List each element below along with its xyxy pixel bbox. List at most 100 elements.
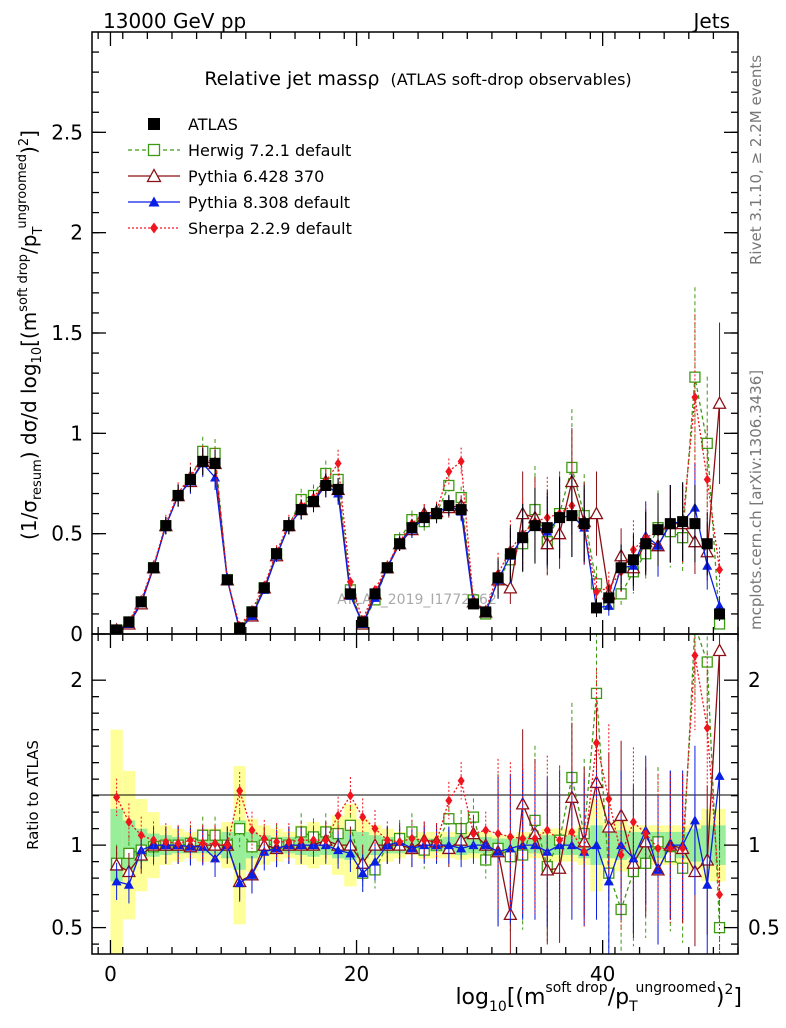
ratio-point	[408, 833, 416, 844]
ratio-point	[690, 621, 700, 631]
ratio-point	[703, 723, 711, 734]
ratio-point	[383, 835, 391, 846]
ratio-point	[605, 793, 613, 804]
series-line	[116, 397, 721, 630]
ratio-point	[111, 876, 122, 886]
ratio-y-tick-label-right: 0.5	[748, 916, 780, 940]
series-line	[116, 403, 721, 632]
series-sherpa	[113, 314, 724, 634]
ratio-series-herwig	[110, 621, 726, 954]
data-point	[148, 562, 160, 574]
ratio-point	[125, 817, 133, 828]
data-point	[703, 474, 711, 485]
ratio-point	[113, 792, 121, 803]
ratio-point	[566, 840, 577, 850]
ratio-point	[642, 828, 650, 839]
ratio-point	[691, 650, 699, 661]
data-point	[111, 624, 123, 634]
ratio-point	[137, 830, 145, 841]
data-point	[381, 562, 393, 574]
ratio-line	[116, 775, 721, 886]
ratio-point	[556, 835, 564, 846]
ratio-point	[689, 815, 700, 825]
ratio-point	[246, 841, 258, 853]
data-point	[592, 586, 600, 597]
ratio-point	[433, 836, 441, 847]
ratio-point	[211, 838, 219, 849]
data-point	[652, 524, 664, 536]
x-axis-label: log10[(msoft drop/pTungroomed)2]	[455, 980, 742, 1015]
data-point	[197, 455, 209, 467]
ratio-point	[506, 831, 514, 842]
data-point	[716, 564, 724, 575]
series-atlas	[111, 447, 726, 634]
ratio-y-tick-label: 0.5	[51, 916, 83, 940]
ratio-point	[679, 843, 687, 854]
data-point	[701, 538, 713, 550]
data-point	[334, 458, 342, 469]
axis-ticks: 00.511.522.50.5 0.51 12 20 20 40	[51, 32, 780, 986]
data-point	[589, 506, 604, 520]
legend-label: Pythia 8.308 default	[188, 193, 350, 212]
ratio-y-tick-label-right: 1	[748, 833, 761, 857]
data-point	[184, 473, 196, 485]
legend-label: Sherpa 2.2.9 default	[188, 219, 352, 238]
ratio-series-sherpa	[113, 634, 724, 954]
ratio-point	[223, 840, 231, 851]
ratio-point	[712, 643, 727, 657]
legend-marker	[148, 196, 160, 207]
legend-label: Pythia 6.428 370	[188, 167, 324, 186]
data-point	[172, 490, 184, 502]
ratio-series-pythia	[111, 701, 725, 954]
ratio-point	[702, 879, 713, 889]
header-process: Jets	[692, 9, 730, 33]
data-point	[307, 496, 319, 508]
legend-entry: Sherpa 2.2.9 default	[128, 219, 352, 238]
ratio-point	[420, 835, 428, 846]
ratio-point	[370, 856, 381, 866]
ratio-point	[519, 833, 527, 844]
y-tick-label: 1.5	[51, 321, 83, 345]
ratio-point	[345, 848, 356, 858]
ratio-point	[628, 853, 639, 863]
data-point	[443, 479, 455, 492]
y-tick-label: 2	[70, 221, 83, 245]
ratio-point	[234, 822, 246, 835]
legend-marker	[148, 118, 160, 130]
data-point	[418, 512, 430, 524]
data-point	[664, 518, 676, 530]
ratio-point	[666, 843, 674, 854]
data-point	[445, 466, 453, 477]
data-point	[457, 456, 465, 467]
data-point	[689, 371, 701, 383]
ratio-y-tick-label-right: 2	[748, 668, 761, 692]
legend-entry: Herwig 7.2.1 default	[128, 141, 351, 160]
data-point	[295, 504, 307, 516]
data-point	[714, 608, 726, 620]
y-tick-label: 0.5	[51, 522, 83, 546]
data-point	[689, 518, 701, 530]
data-point	[357, 616, 369, 628]
data-point	[394, 538, 406, 550]
data-point	[517, 532, 529, 544]
ratio-point	[531, 833, 539, 844]
ratio-point	[714, 770, 725, 780]
ratio-point	[248, 825, 256, 836]
legend-marker	[146, 168, 162, 183]
ratio-point	[260, 833, 268, 844]
legend-label: Herwig 7.2.1 default	[188, 141, 351, 160]
ratio-point	[603, 876, 614, 886]
ratio-point	[591, 840, 602, 850]
series-line	[116, 462, 721, 632]
ratio-point	[653, 864, 664, 874]
ratio-point	[469, 828, 477, 839]
data-point	[369, 588, 381, 600]
ratio-point	[445, 795, 453, 806]
ratio-point	[654, 843, 662, 854]
data-point	[627, 554, 639, 566]
ratio-point	[322, 835, 330, 846]
ratio-point	[580, 846, 588, 857]
ratio-y-tick-label: 1	[70, 833, 83, 857]
